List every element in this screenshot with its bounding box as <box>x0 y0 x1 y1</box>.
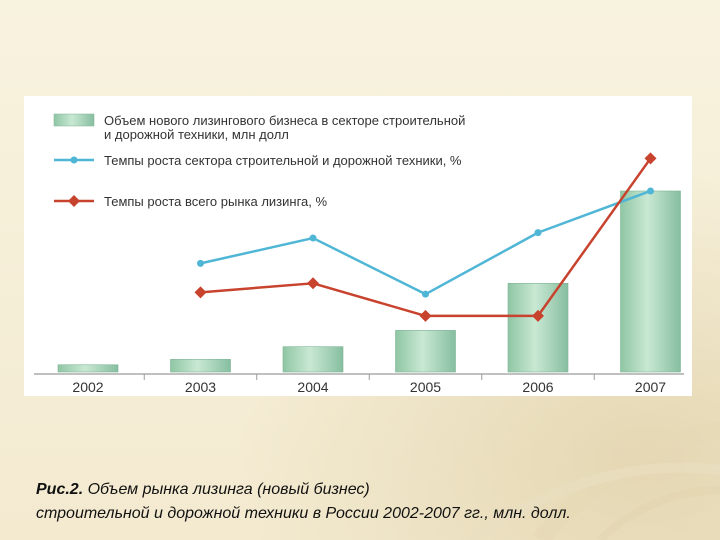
x-tick-label: 2002 <box>72 379 103 395</box>
legend: Объем нового лизингового бизнеса в секто… <box>53 113 469 209</box>
caption-line-1: Объем рынка лизинга (новый бизнес) <box>87 481 370 498</box>
caption-line-2: строительной и дорожной техники в России… <box>36 505 571 522</box>
chart-panel: Объем нового лизингового бизнеса в секто… <box>24 96 692 396</box>
x-tick-label: 2004 <box>297 379 328 395</box>
sector-growth-point <box>309 234 317 242</box>
bar-2006 <box>507 283 569 373</box>
bar-2003 <box>170 359 231 373</box>
market-growth-point <box>307 277 319 290</box>
x-tick-label: 2006 <box>522 379 553 395</box>
sector-growth-point <box>197 259 204 267</box>
legend-label-bars: Объем нового лизингового бизнеса в секто… <box>104 113 469 142</box>
figure-number: Рис.2. <box>36 481 84 498</box>
market-growth-point <box>644 152 657 165</box>
bar-2007 <box>620 190 681 373</box>
legend-blue-marker <box>70 156 78 164</box>
sector-growth-point <box>647 187 654 195</box>
legend-label-blue: Темпы роста сектора строительной и дорож… <box>104 153 462 168</box>
x-tick-label: 2005 <box>410 379 441 395</box>
bar-2004 <box>282 346 344 373</box>
x-tick-label: 2003 <box>185 379 216 395</box>
bar-2002 <box>57 364 119 373</box>
sector-growth-point <box>422 290 429 298</box>
chart: Объем нового лизингового бизнеса в секто… <box>34 113 684 395</box>
legend-bar-swatch <box>53 113 95 127</box>
market-growth-point <box>532 309 544 322</box>
sector-growth-point <box>534 229 542 237</box>
market-growth-point <box>419 309 432 322</box>
legend-red-marker <box>68 195 80 207</box>
legend-label-red: Темпы роста всего рынка лизинга, % <box>104 194 327 209</box>
figure-caption: Рис.2. Объем рынка лизинга (новый бизнес… <box>36 478 696 526</box>
market-growth-point <box>194 286 207 299</box>
x-tick-label: 2007 <box>635 379 666 395</box>
bar-2005 <box>395 330 456 373</box>
